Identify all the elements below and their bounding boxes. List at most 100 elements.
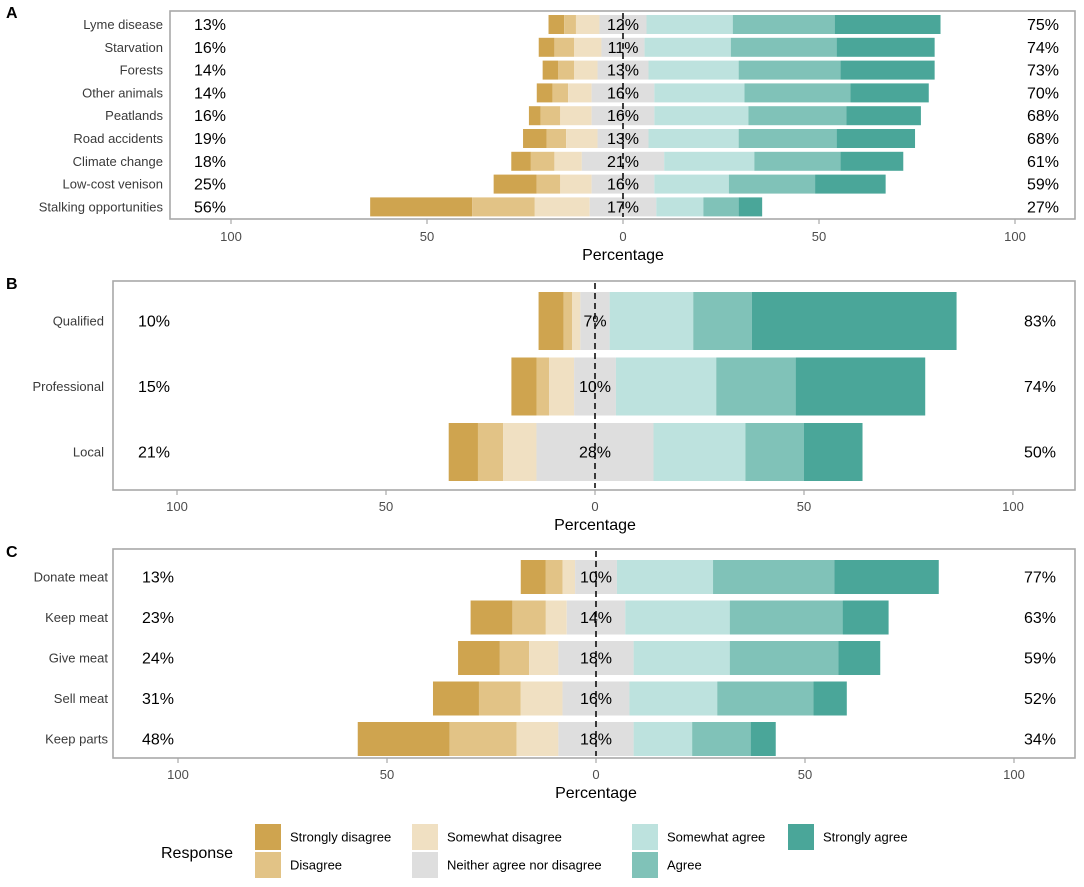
panel-a-bar-segment	[591, 83, 655, 103]
panel-b-category-label: Qualified	[53, 314, 104, 329]
panel-b-bar-segment	[609, 292, 694, 350]
legend-label: Somewhat disagree	[447, 830, 562, 845]
panel-c-bar-segment	[633, 641, 730, 675]
panel-b-tick-label: 100	[1002, 499, 1024, 514]
panel-a-bar-segment	[728, 174, 816, 194]
panel-a-neutral-pct: 21%	[607, 154, 639, 171]
panel-c-bar-segment	[558, 722, 634, 756]
panel-a-bar-segment	[732, 15, 835, 34]
panel-a-category-label: Peatlands	[105, 108, 163, 123]
panel-a-bar-segment	[581, 151, 665, 171]
panel-b-bar-segment	[572, 292, 581, 350]
panel-a-bar-segment	[834, 15, 941, 34]
panel-b-neutral-pct: 7%	[583, 314, 606, 331]
panel-b-bar-segment	[751, 292, 957, 350]
panel-a-disagree-pct: 14%	[194, 85, 226, 102]
panel-a-agree-pct: 75%	[1027, 17, 1059, 34]
panel-c-category-label: Keep parts	[45, 732, 108, 747]
panel-b-tick-label: 50	[797, 499, 811, 514]
panel-c-neutral-pct: 18%	[580, 732, 612, 749]
panel-a-agree-pct: 74%	[1027, 40, 1059, 57]
panel-c-bar-segment	[545, 560, 563, 594]
panel-a-bar-segment	[850, 83, 929, 103]
panel-a-disagree-pct: 16%	[194, 108, 226, 125]
panel-c-bar-segment	[842, 600, 889, 635]
panel-c-category-label: Give meat	[49, 651, 109, 666]
panel-a-bar-segment	[560, 106, 592, 126]
panel-a-bar-segment	[738, 60, 841, 80]
panel-a-bar-segment	[648, 60, 739, 80]
panel-a-bar-segment	[552, 83, 569, 103]
panel-a-category-label: Lyme disease	[83, 17, 163, 32]
panel-c-bar-segment	[357, 722, 450, 756]
panel-a-disagree-pct: 56%	[194, 199, 226, 216]
panel-a-category-label: Starvation	[104, 40, 163, 55]
panel-a-category-label: Road accidents	[73, 131, 163, 146]
panel-a-bar-segment	[574, 60, 598, 80]
panel-c-bar-segment	[813, 681, 847, 716]
panel-c-category-label: Sell meat	[54, 691, 109, 706]
panel-c-agree-pct: 34%	[1024, 732, 1056, 749]
panel-a-bar-segment	[560, 174, 592, 194]
panel-a-disagree-pct: 13%	[194, 17, 226, 34]
panel-a-category-label: Other animals	[82, 85, 163, 100]
panel-c-bar-segment	[717, 681, 814, 716]
panel-a-bar-segment	[536, 174, 561, 194]
panel-b-disagree-pct: 21%	[138, 445, 170, 462]
panel-a-bar-segment	[648, 129, 739, 148]
panel-b-disagree-pct: 15%	[138, 379, 170, 396]
panel-a-agree-pct: 68%	[1027, 108, 1059, 125]
panel-b-tick-label: 0	[591, 499, 598, 514]
panel-c-bar-segment	[449, 722, 517, 756]
legend-swatch-agree	[632, 852, 658, 878]
panel-c-bar-segment	[516, 722, 559, 756]
panel-c-bar-segment	[478, 681, 521, 716]
panel-b-category-label: Professional	[32, 379, 104, 394]
panel-a-bar-segment	[846, 106, 921, 126]
panel-c-bar-segment	[562, 681, 630, 716]
panel-c-disagree-pct: 24%	[142, 651, 174, 668]
panel-a-bar-segment	[597, 60, 649, 80]
panel-a-disagree-pct: 19%	[194, 131, 226, 148]
panel-c-disagree-pct: 31%	[142, 691, 174, 708]
panel-b-bar-segment	[580, 292, 610, 350]
panel-a-bar-segment	[528, 106, 541, 126]
panel-a-bar-segment	[542, 60, 559, 80]
panel-a-bar-segment	[644, 37, 731, 57]
panel-a-tick-label: 100	[220, 229, 242, 244]
panel-b-bar-segment	[448, 423, 478, 481]
panel-c-x-axis-title: Percentage	[555, 785, 637, 802]
panel-b-bar-segment	[716, 357, 796, 416]
panel-a-bar-segment	[703, 197, 739, 217]
panel-c-disagree-pct: 48%	[142, 732, 174, 749]
panel-a-tick-label: 100	[1004, 229, 1026, 244]
panel-c-bar-segment	[520, 560, 546, 594]
panel-a-bar-segment	[554, 37, 574, 57]
panel-a-bar-segment	[738, 197, 763, 217]
panel-a-disagree-pct: 18%	[194, 154, 226, 171]
panel-c-agree-pct: 59%	[1024, 651, 1056, 668]
panel-a-bar-segment	[568, 83, 592, 103]
panel-a-bar-segment	[564, 15, 576, 34]
panel-c-bar-segment	[470, 600, 513, 635]
panel-a-bar-segment	[836, 37, 935, 57]
legend-label: Somewhat agree	[667, 830, 765, 845]
panel-b-bar-segment	[538, 292, 564, 350]
panel-c-letter: C	[6, 544, 18, 561]
panel-a-category-label: Low-cost venison	[63, 177, 163, 192]
legend-swatch-strongly-agree	[788, 824, 814, 850]
panel-b-bar-segment	[477, 423, 504, 481]
panel-c-tick-label: 50	[798, 767, 812, 782]
panel-a-disagree-pct: 14%	[194, 63, 226, 80]
panel-b-bar-segment	[536, 357, 550, 416]
panel-a-agree-pct: 73%	[1027, 63, 1059, 80]
panel-a-bar-segment	[540, 106, 561, 126]
panel-c-neutral-pct: 16%	[580, 691, 612, 708]
panel-a-bar-segment	[654, 174, 729, 194]
panel-a-bar-segment	[534, 197, 590, 217]
panel-b-bar-segment	[563, 292, 573, 350]
panel-a-agree-pct: 59%	[1027, 177, 1059, 194]
panel-a-bar-segment	[538, 37, 555, 57]
panel-a-bar-segment	[536, 83, 553, 103]
